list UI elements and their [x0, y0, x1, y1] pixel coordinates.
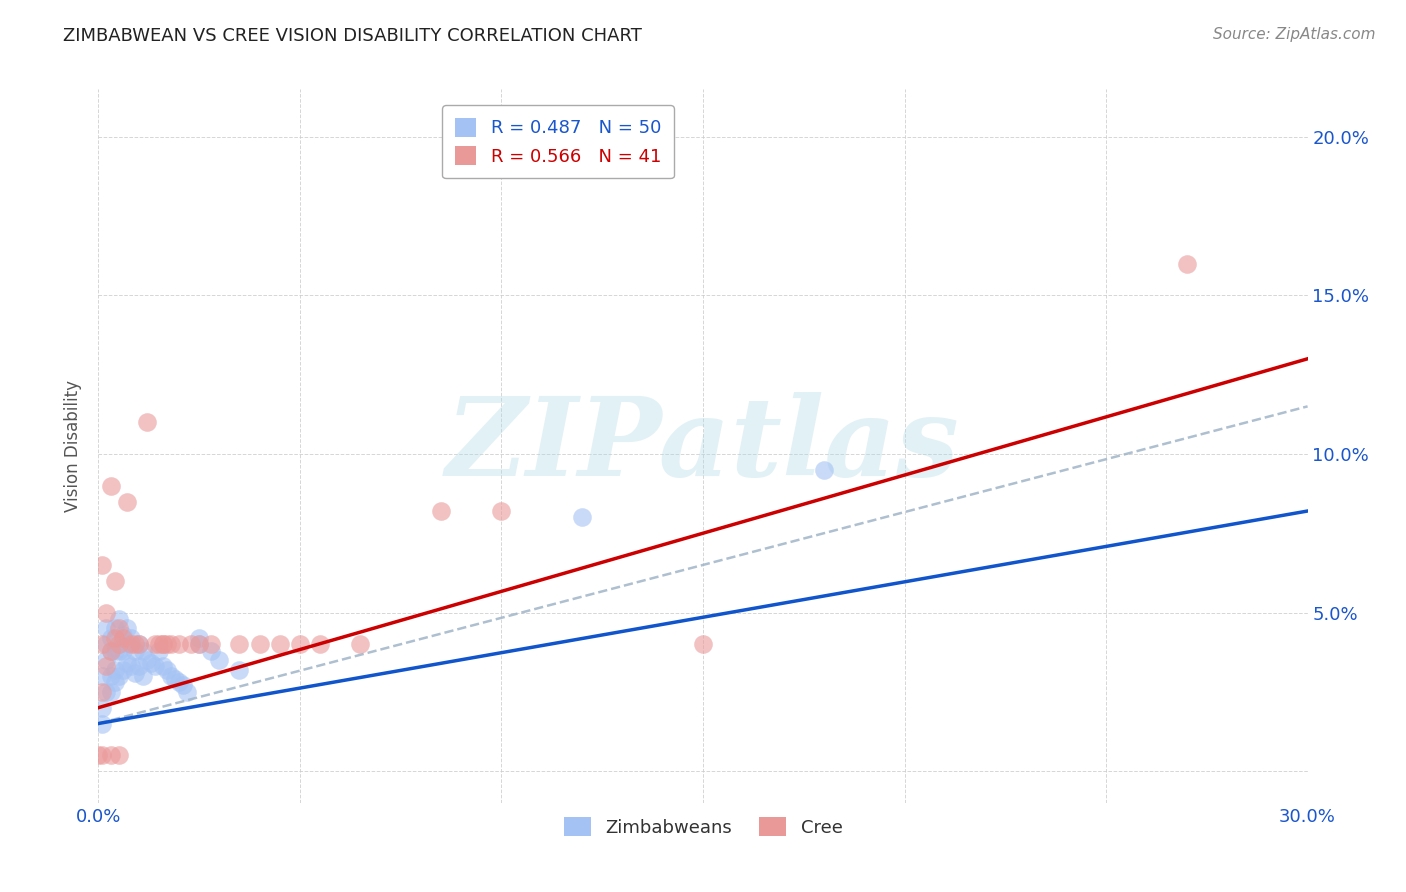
Point: [111, 631, 134, 645]
Point: [430, 504, 453, 518]
Point: [91, 637, 114, 651]
Point: [91, 716, 114, 731]
Point: [115, 621, 138, 635]
Point: [132, 669, 155, 683]
Point: [96, 637, 118, 651]
Point: [103, 675, 125, 690]
Point: [288, 637, 311, 651]
Point: [120, 631, 142, 645]
Point: [120, 659, 142, 673]
Point: [87, 748, 110, 763]
Point: [132, 643, 155, 657]
Point: [269, 637, 291, 651]
Point: [143, 637, 166, 651]
Point: [91, 748, 114, 763]
Point: [188, 631, 211, 645]
Point: [91, 669, 114, 683]
Point: [107, 621, 129, 635]
Point: [208, 653, 231, 667]
Point: [124, 643, 146, 657]
Point: [1175, 257, 1198, 271]
Point: [107, 669, 129, 683]
Point: [148, 637, 170, 651]
Point: [124, 637, 146, 651]
Point: [160, 637, 183, 651]
Point: [120, 637, 142, 651]
Point: [172, 678, 194, 692]
Point: [115, 494, 138, 508]
Point: [115, 657, 138, 671]
Point: [228, 663, 250, 677]
Point: [128, 637, 150, 651]
Point: [91, 700, 114, 714]
Point: [249, 637, 271, 651]
Point: [167, 637, 190, 651]
Point: [103, 643, 125, 657]
Point: [188, 637, 211, 651]
Point: [103, 621, 125, 635]
Point: [96, 659, 118, 673]
Point: [180, 637, 202, 651]
Point: [692, 637, 714, 651]
Point: [103, 663, 125, 677]
Point: [96, 606, 118, 620]
Point: [128, 659, 150, 673]
Point: [96, 685, 118, 699]
Point: [156, 637, 179, 651]
Point: [100, 631, 122, 645]
Point: [152, 659, 174, 673]
Point: [152, 637, 174, 651]
Point: [309, 637, 332, 651]
Point: [96, 653, 118, 667]
Point: [571, 510, 593, 524]
Point: [491, 504, 513, 518]
Point: [96, 621, 118, 635]
Point: [111, 628, 134, 642]
Point: [188, 637, 211, 651]
Point: [228, 637, 250, 651]
Point: [143, 659, 166, 673]
Point: [135, 415, 157, 429]
Point: [349, 637, 371, 651]
Point: [115, 637, 138, 651]
Point: [163, 672, 186, 686]
Point: [100, 685, 122, 699]
Point: [148, 643, 170, 657]
Y-axis label: Vision Disability: Vision Disability: [65, 380, 83, 512]
Text: ZIMBABWEAN VS CREE VISION DISABILITY CORRELATION CHART: ZIMBABWEAN VS CREE VISION DISABILITY COR…: [63, 27, 643, 45]
Point: [176, 685, 198, 699]
Point: [100, 748, 122, 763]
Text: ZIPatlas: ZIPatlas: [446, 392, 960, 500]
Point: [135, 653, 157, 667]
Point: [152, 637, 174, 651]
Point: [107, 612, 129, 626]
Point: [139, 657, 162, 671]
Point: [91, 685, 114, 699]
Point: [160, 669, 183, 683]
Point: [91, 558, 114, 572]
Point: [100, 643, 122, 657]
Point: [124, 665, 146, 680]
Legend: Zimbabweans, Cree: Zimbabweans, Cree: [557, 810, 849, 844]
Point: [107, 748, 129, 763]
Point: [100, 478, 122, 492]
Point: [107, 637, 129, 651]
Point: [111, 643, 134, 657]
Point: [111, 663, 134, 677]
Point: [100, 643, 122, 657]
Point: [167, 675, 190, 690]
Point: [103, 631, 125, 645]
Point: [128, 637, 150, 651]
Point: [100, 669, 122, 683]
Point: [103, 574, 125, 588]
Text: Source: ZipAtlas.com: Source: ZipAtlas.com: [1212, 27, 1375, 42]
Point: [156, 663, 179, 677]
Point: [107, 643, 129, 657]
Point: [813, 463, 835, 477]
Point: [200, 637, 222, 651]
Point: [200, 643, 222, 657]
